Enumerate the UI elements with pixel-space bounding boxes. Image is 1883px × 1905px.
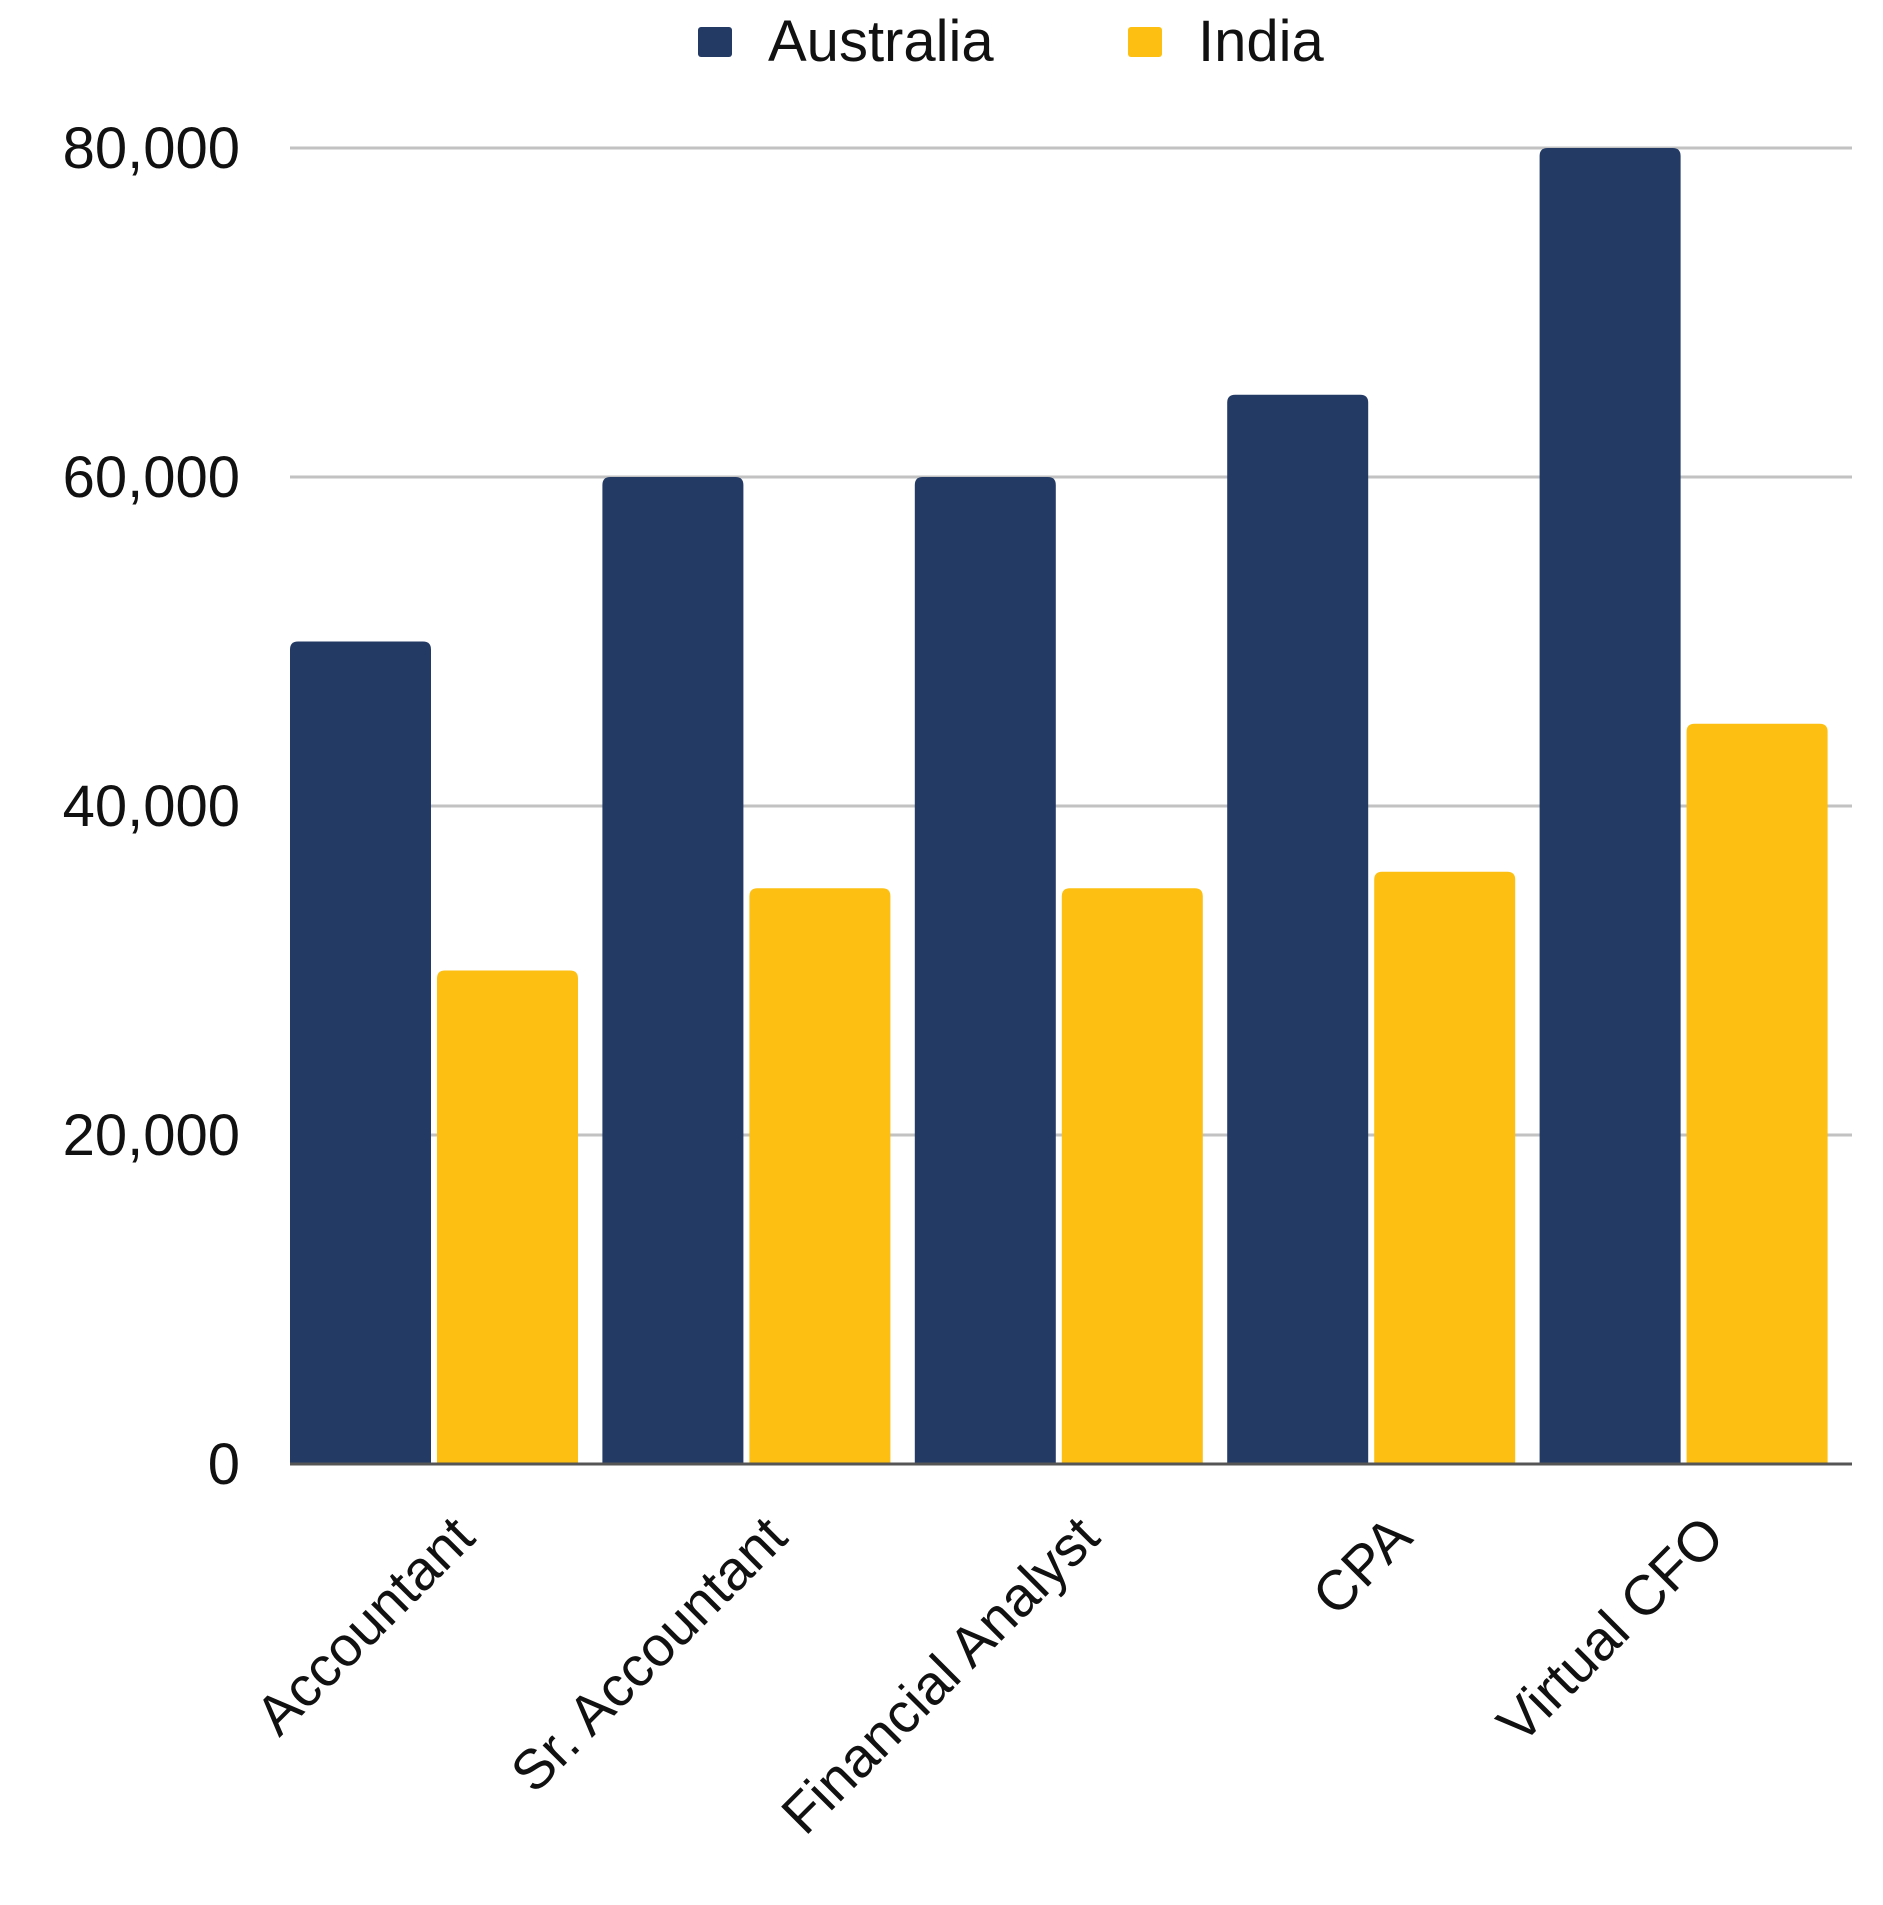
y-tick-label: 40,000 — [63, 774, 240, 839]
bar-india-0 — [437, 970, 578, 1464]
y-tick-label: 60,000 — [63, 445, 240, 510]
x-tick-label: Sr. Accountant — [498, 1504, 798, 1804]
bar-india-4 — [1686, 723, 1828, 1464]
legend: Australia India — [698, 9, 1325, 74]
bar-australia-1 — [602, 477, 744, 1464]
legend-label-india: India — [1198, 9, 1325, 74]
legend-label-australia: Australia — [768, 9, 994, 74]
bar-australia-3 — [1227, 394, 1369, 1464]
x-tick-label: Financial Analyst — [769, 1504, 1111, 1846]
y-tick-label: 0 — [208, 1432, 240, 1497]
bar-india-1 — [749, 888, 891, 1464]
bars — [290, 148, 1828, 1464]
legend-swatch-australia — [698, 27, 732, 57]
y-axis-ticks: 0 20,000 40,000 60,000 80,000 — [63, 116, 240, 1497]
x-tick-label: Accountant — [243, 1504, 486, 1747]
x-tick-label: Virtual CFO — [1485, 1504, 1736, 1755]
bar-australia-0 — [290, 641, 431, 1464]
bar-india-3 — [1374, 871, 1516, 1464]
x-tick-label: CPA — [1300, 1503, 1423, 1626]
bar-australia-4 — [1539, 148, 1681, 1464]
bar-australia-2 — [914, 477, 1056, 1464]
bar-india-2 — [1061, 888, 1203, 1464]
y-tick-label: 80,000 — [63, 116, 240, 181]
y-tick-label: 20,000 — [63, 1103, 240, 1168]
legend-swatch-india — [1128, 27, 1162, 57]
